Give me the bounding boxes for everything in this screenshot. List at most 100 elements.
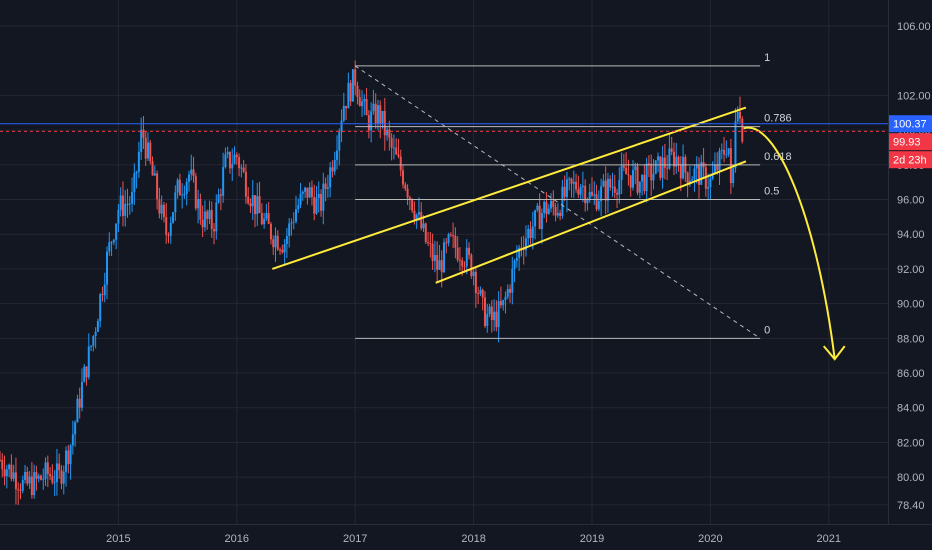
candle-body <box>103 284 106 296</box>
candle-body <box>222 167 225 196</box>
candle-body <box>58 463 61 471</box>
candle-body <box>370 111 373 131</box>
y-tick-label: 84.00 <box>897 403 925 415</box>
candle-body <box>156 173 159 200</box>
candle-body <box>474 271 477 294</box>
candle-body <box>187 174 190 182</box>
candle-body <box>0 459 1 461</box>
candle-body <box>559 212 562 217</box>
candle-body <box>611 186 614 188</box>
candle-body <box>666 167 669 169</box>
candle-body <box>121 195 124 216</box>
candle-body <box>12 472 15 479</box>
candle-body <box>356 85 359 97</box>
candle-body <box>135 171 138 174</box>
candle-body <box>292 221 295 223</box>
candle-body <box>315 197 318 214</box>
candle-body <box>543 201 546 214</box>
candle-body <box>62 471 65 484</box>
candle-body <box>160 204 163 214</box>
candle-body <box>575 181 578 190</box>
candle-body <box>46 462 49 474</box>
candle-body <box>695 164 698 169</box>
candle-body <box>281 249 284 253</box>
candle-body <box>657 156 660 161</box>
candle-body <box>51 475 54 483</box>
candle-body <box>110 242 113 244</box>
projection-arrowhead <box>822 345 846 361</box>
candle-body <box>379 105 382 124</box>
fib-level-label: 0.786 <box>764 113 792 125</box>
candle-body <box>488 306 491 314</box>
candle-body <box>361 101 364 107</box>
candle-body <box>190 169 193 175</box>
price-badge <box>889 151 932 169</box>
candle-body <box>194 176 197 209</box>
candle-body <box>39 475 42 480</box>
candle-body <box>279 249 282 251</box>
candle-body <box>390 137 393 148</box>
y-tick-label: 96.00 <box>897 195 925 207</box>
price-badge <box>889 115 932 133</box>
candle-body <box>707 187 710 189</box>
candle-body <box>458 259 461 261</box>
candle-body <box>511 268 514 293</box>
y-tick-label: 94.00 <box>897 229 925 241</box>
candle-body <box>372 103 375 112</box>
candle-body <box>78 398 81 408</box>
candle-body <box>269 223 272 240</box>
candle-body <box>251 195 254 207</box>
candle-body <box>618 180 621 195</box>
candle-body <box>304 187 307 192</box>
candle-body <box>256 196 259 215</box>
candle-body <box>536 205 539 211</box>
candle-body <box>509 288 512 293</box>
candle-body <box>654 160 657 174</box>
candle-body <box>258 196 261 213</box>
candle-body <box>276 235 279 250</box>
candle-body <box>493 311 496 321</box>
candle-body <box>308 187 311 198</box>
candle-body <box>404 184 407 189</box>
candle-body <box>513 260 516 269</box>
candle-body <box>65 450 68 472</box>
candle-body <box>736 111 739 122</box>
candle-body <box>299 193 302 205</box>
candle-body <box>71 434 74 446</box>
candle-body <box>591 191 593 196</box>
candle-body <box>604 180 607 201</box>
candle-body <box>14 472 17 490</box>
candle-body <box>174 192 177 213</box>
candle-body <box>131 191 134 204</box>
candle-body <box>83 366 86 382</box>
candle-body <box>554 207 557 216</box>
candle-body <box>563 186 566 197</box>
candle-body <box>411 199 414 211</box>
candle-body <box>461 260 464 267</box>
price-axis[interactable]: 106.00102.00100.0098.0096.0094.0092.0090… <box>897 21 931 512</box>
candle-body <box>115 223 118 240</box>
candle-body <box>565 179 568 197</box>
candle-body <box>317 193 320 198</box>
candle-body <box>254 195 257 215</box>
candle-body <box>709 178 712 188</box>
candle-body <box>540 213 543 230</box>
candle-body <box>53 482 56 484</box>
candle-body <box>422 223 425 229</box>
candle-body <box>320 193 323 211</box>
candle-body <box>147 142 149 159</box>
x-tick-label: 2018 <box>461 533 485 545</box>
candle-body <box>345 105 348 109</box>
fib-level-label: 0.5 <box>764 186 779 198</box>
time-axis[interactable]: 2015 2016 2017 2018 2019 2020 2021 <box>106 533 841 545</box>
candle-body <box>700 162 703 185</box>
candle-body <box>454 235 457 248</box>
candle-body <box>197 198 200 209</box>
candle-body <box>399 156 402 171</box>
candle-body <box>693 168 696 180</box>
x-tick-label: 2015 <box>106 533 130 545</box>
candle-body <box>242 167 245 172</box>
candle-body <box>172 212 175 223</box>
candle-body <box>638 181 641 193</box>
